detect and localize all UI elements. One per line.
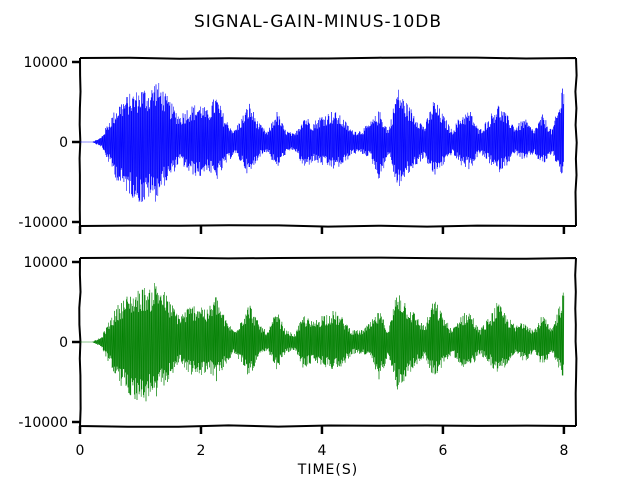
panel-top-x-ticks	[78, 226, 566, 234]
y-tick-label: 0	[59, 135, 68, 151]
panel-bottom-y-ticks: 10000 0 -10000	[18, 255, 80, 431]
x-tick-label: 4	[317, 443, 326, 459]
chart-title: SIGNAL-GAIN-MINUS-10DB	[194, 12, 442, 32]
panel-top-y-ticks: 10000 0 -10000	[18, 55, 80, 231]
x-tick-label: 8	[559, 443, 568, 459]
panel-bottom: 10000 0 -10000 0 2 4 6 8	[18, 255, 578, 459]
waveform-bottom	[80, 282, 565, 402]
x-tick-label: 2	[197, 443, 206, 459]
panel-top-frame	[78, 56, 578, 228]
x-tick-label: 0	[76, 443, 85, 459]
panel-bottom-frame	[78, 256, 578, 428]
panel-bottom-x-ticks: 0 2 4 6 8	[76, 426, 568, 459]
x-axis-label: TIME(S)	[297, 462, 358, 478]
y-tick-label: -10000	[18, 415, 68, 431]
y-tick-label: 0	[59, 335, 68, 351]
x-tick-label: 6	[438, 443, 447, 459]
waveform-top	[80, 82, 565, 202]
y-tick-label: 10000	[23, 55, 68, 71]
y-tick-label: -10000	[18, 215, 68, 231]
y-tick-label: 10000	[23, 255, 68, 271]
panel-top: 10000 0 -10000	[18, 55, 578, 234]
